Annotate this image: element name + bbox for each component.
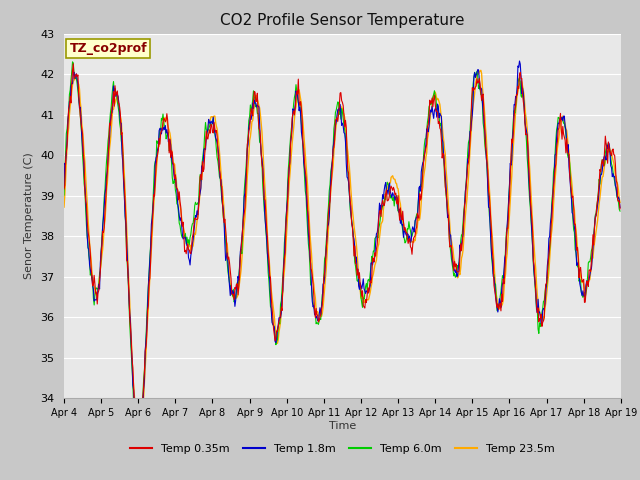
Title: CO2 Profile Sensor Temperature: CO2 Profile Sensor Temperature bbox=[220, 13, 465, 28]
Text: TZ_co2prof: TZ_co2prof bbox=[70, 42, 147, 55]
Y-axis label: Senor Temperature (C): Senor Temperature (C) bbox=[24, 153, 35, 279]
Legend: Temp 0.35m, Temp 1.8m, Temp 6.0m, Temp 23.5m: Temp 0.35m, Temp 1.8m, Temp 6.0m, Temp 2… bbox=[125, 440, 559, 458]
X-axis label: Time: Time bbox=[329, 421, 356, 431]
